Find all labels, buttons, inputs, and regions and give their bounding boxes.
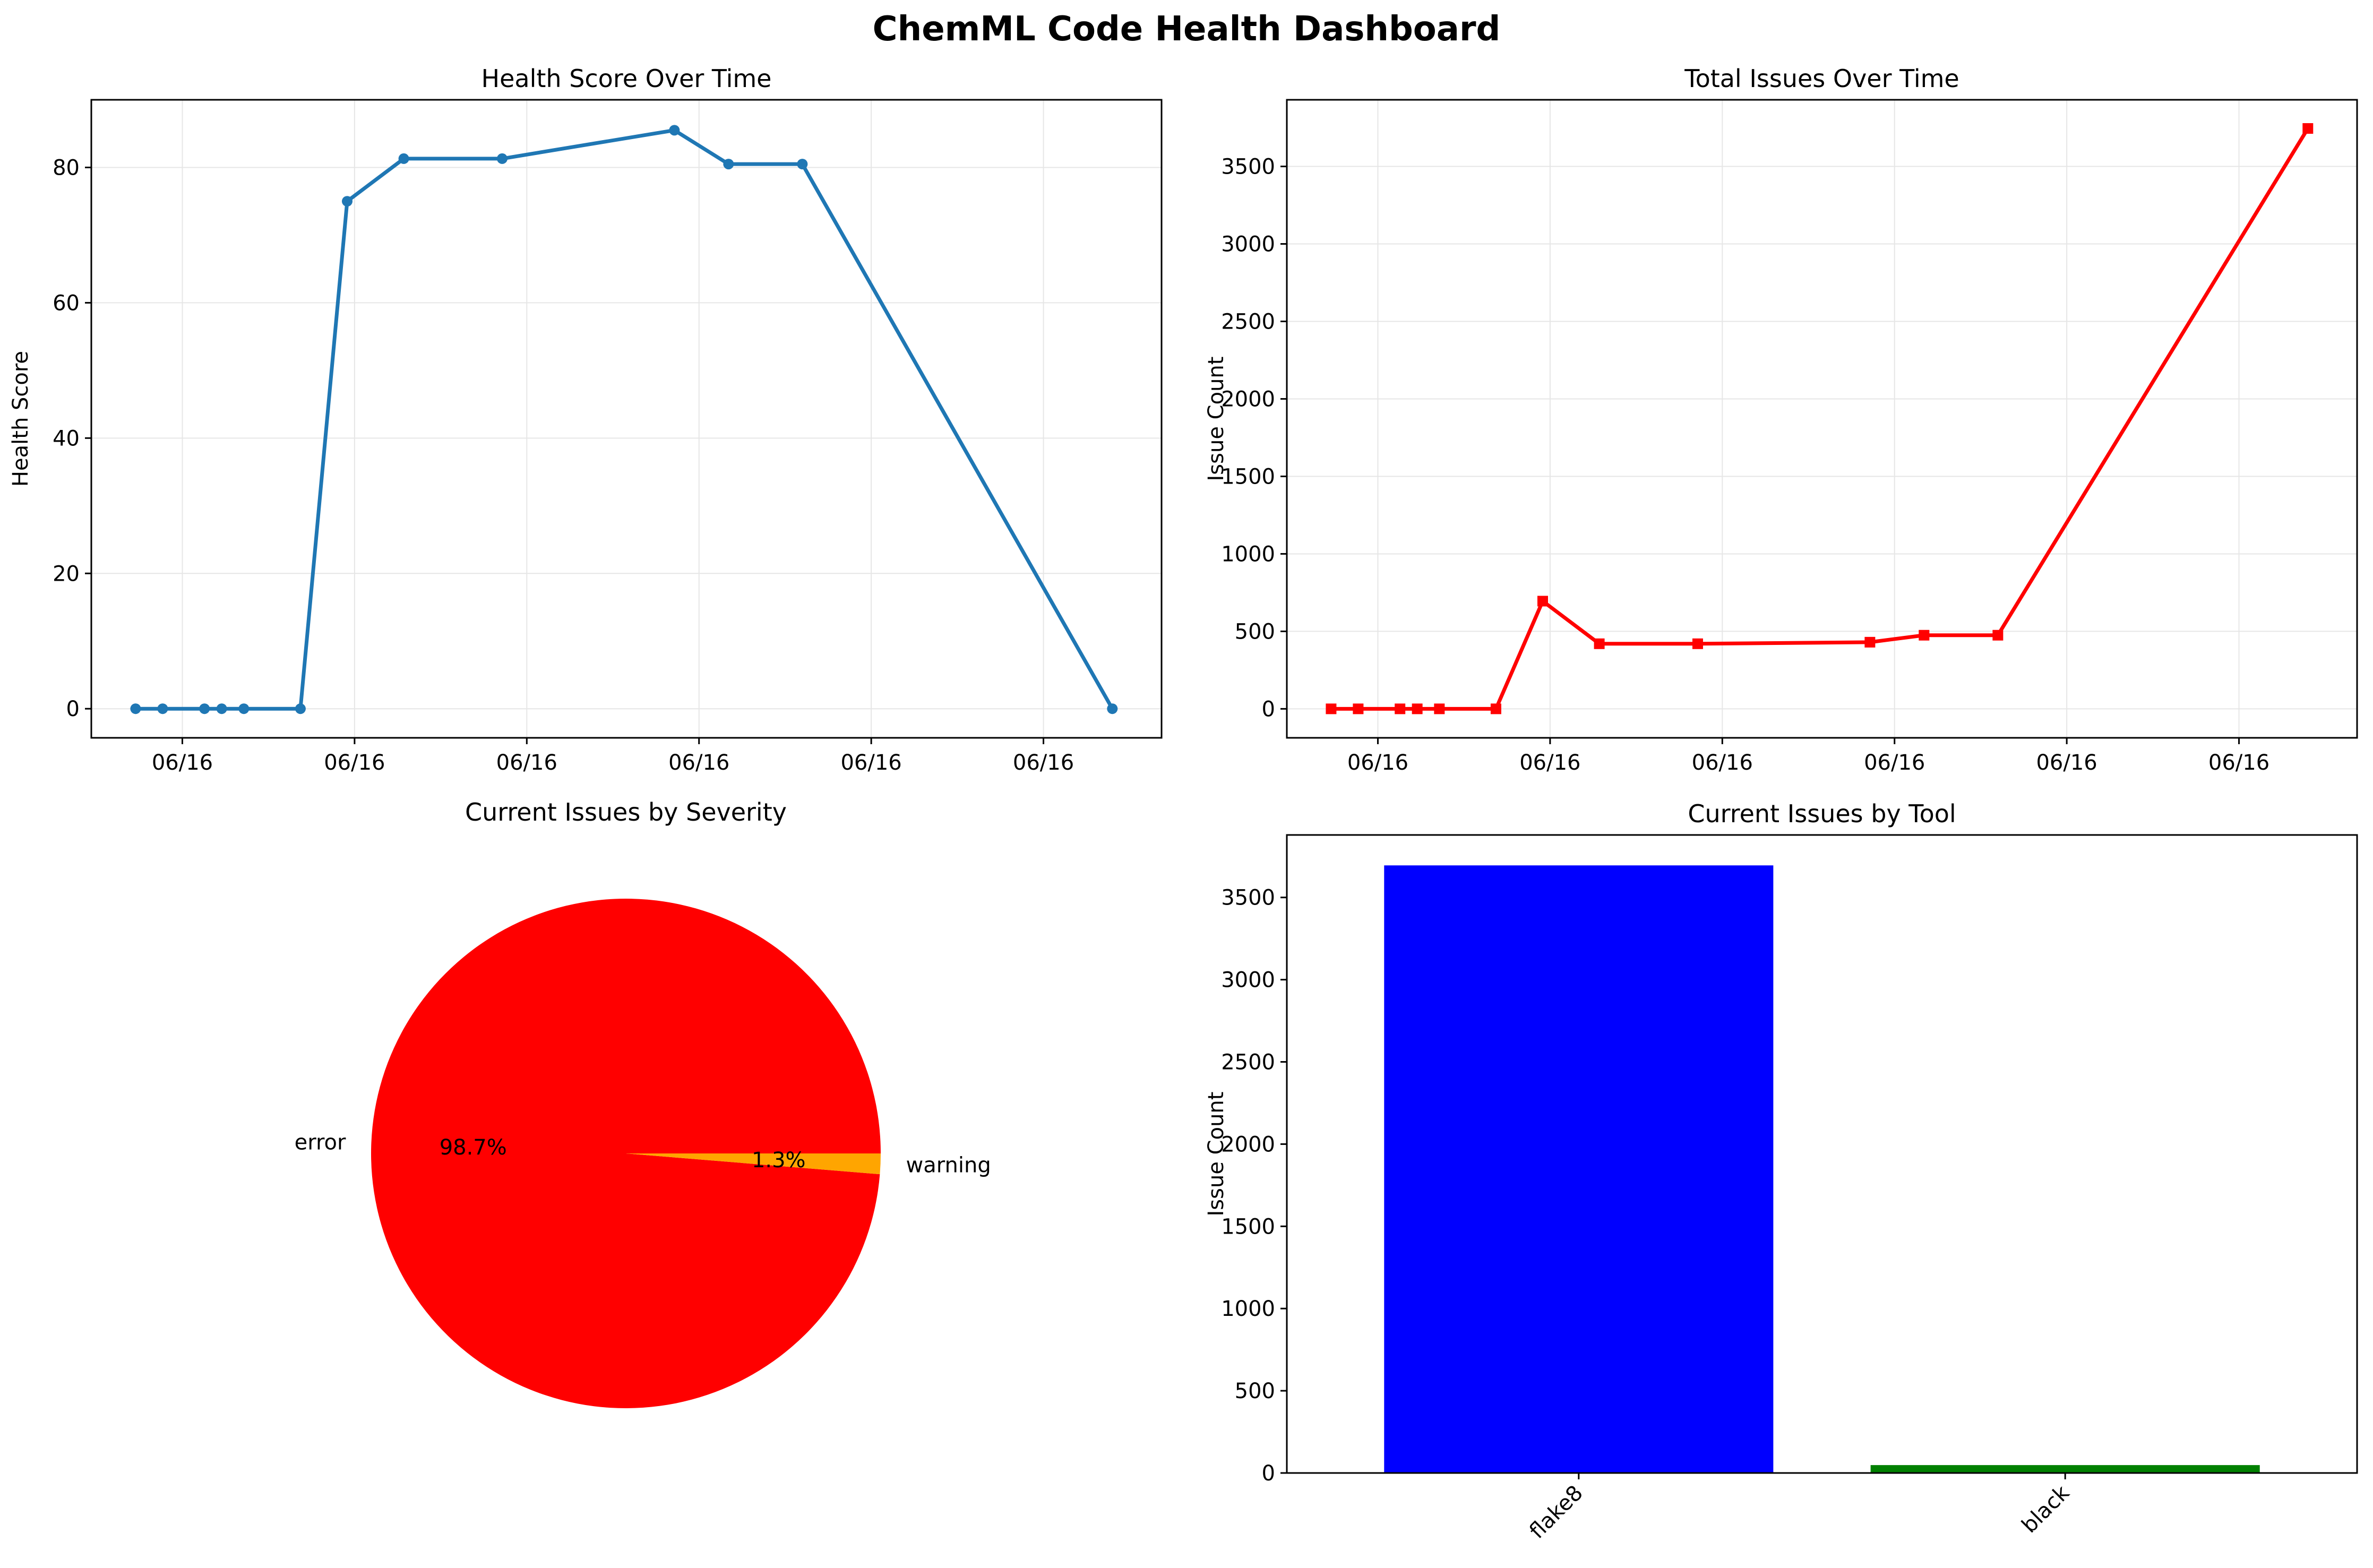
total-issues-ylabel: Issue Count bbox=[1204, 357, 1228, 481]
total-issues-point bbox=[1395, 703, 1406, 714]
health-score-x-tick-label: 06/16 bbox=[1013, 751, 1074, 775]
total-issues-point bbox=[1434, 703, 1445, 714]
pie-slice-error bbox=[371, 899, 881, 1409]
health-score-x-tick-label: 06/16 bbox=[152, 751, 213, 775]
total-issues-y-tick-label: 2500 bbox=[1221, 310, 1275, 334]
health-score-x-tick-label: 06/16 bbox=[496, 751, 557, 775]
total-issues-x-tick-label: 06/16 bbox=[1347, 751, 1408, 775]
health-score-x-tick-label: 06/16 bbox=[668, 751, 729, 775]
health-score-x-tick-label: 06/16 bbox=[324, 751, 385, 775]
tool-bar-axes-frame bbox=[1286, 834, 2358, 1474]
total-issues-y-tick-label: 1500 bbox=[1221, 464, 1275, 489]
total-issues-point bbox=[1992, 630, 2004, 641]
health-score-series bbox=[130, 125, 1118, 714]
total-issues-point bbox=[1864, 636, 1876, 648]
severity-pie-title: Current Issues by Severity bbox=[465, 798, 787, 826]
tool-bar-y-tick-label: 500 bbox=[1235, 1379, 1275, 1403]
total-issues-y-tick-label: 3500 bbox=[1221, 155, 1275, 179]
health-score-point bbox=[1107, 703, 1118, 714]
pie-label-warning: warning bbox=[906, 1153, 991, 1178]
tool-bar-y-tick-label: 2500 bbox=[1221, 1050, 1275, 1075]
health-score-y-tick-label: 20 bbox=[53, 562, 80, 586]
pie-percent-warning: 1.3% bbox=[752, 1148, 806, 1173]
health-score-point bbox=[216, 703, 227, 714]
total-issues-point bbox=[1326, 703, 1337, 714]
tool-bars bbox=[1384, 865, 2260, 1473]
pie-slice-warning bbox=[626, 1153, 881, 1175]
total-issues-point bbox=[1412, 703, 1423, 714]
total-issues-chart: 06/16 06/16 06/16 06/16 06/16 06/16 0 500 1000 15… bbox=[1204, 64, 2358, 775]
tool-bar-y-tick-label: 3000 bbox=[1221, 968, 1275, 993]
total-issues-y-tick-label: 2000 bbox=[1221, 387, 1275, 411]
bar-flake8 bbox=[1384, 865, 1774, 1473]
health-score-point bbox=[341, 196, 352, 207]
tool-bar-y-tick-label: 2000 bbox=[1221, 1132, 1275, 1157]
total-issues-ticks: 06/16 06/16 06/16 06/16 06/16 06/16 0 500 1000 15… bbox=[1221, 155, 2269, 775]
severity-pie-labels: error 98.7% warning 1.3% bbox=[295, 1130, 991, 1177]
severity-pie-slices bbox=[371, 899, 881, 1409]
health-score-title: Health Score Over Time bbox=[482, 64, 772, 93]
total-issues-x-tick-label: 06/16 bbox=[2036, 751, 2097, 775]
total-issues-point bbox=[1353, 703, 1364, 714]
total-issues-axes-frame bbox=[1286, 99, 2358, 739]
tool-bar-title: Current Issues by Tool bbox=[1688, 799, 1956, 828]
bar-black bbox=[1870, 1465, 2260, 1473]
tool-bar-y-tick-label: 3500 bbox=[1221, 886, 1275, 910]
total-issues-point bbox=[1490, 703, 1501, 714]
tool-bar-y-tick-label: 0 bbox=[1262, 1461, 1275, 1486]
health-score-y-tick-label: 80 bbox=[53, 156, 80, 180]
tool-bar-y-tick-label: 1000 bbox=[1221, 1297, 1275, 1321]
tool-bar-chart: flake8 black0500100015002000250030003500 … bbox=[1204, 799, 2358, 1544]
total-issues-y-tick-label: 1000 bbox=[1221, 542, 1275, 566]
total-issues-title: Total Issues Over Time bbox=[1684, 64, 1959, 93]
total-issues-grid bbox=[1287, 100, 2357, 738]
total-issues-y-tick-label: 3000 bbox=[1221, 232, 1275, 257]
tool-bar-y-tick-label: 1500 bbox=[1221, 1214, 1275, 1239]
health-score-ticks: 06/16 06/16 06/16 06/16 06/16 06/16 0 20 40 60 80 bbox=[53, 156, 1074, 775]
health-score-point bbox=[199, 703, 210, 714]
health-score-x-tick-label: 06/16 bbox=[840, 751, 901, 775]
health-score-point bbox=[398, 153, 409, 164]
health-score-axes-frame bbox=[90, 99, 1163, 739]
health-score-y-tick-label: 60 bbox=[53, 291, 80, 315]
total-issues-x-tick-label: 06/16 bbox=[2208, 751, 2269, 775]
total-issues-point bbox=[2302, 123, 2314, 134]
tool-bar-ylabel: Issue Count bbox=[1204, 1092, 1228, 1217]
health-score-point bbox=[723, 159, 734, 170]
total-issues-point bbox=[1594, 638, 1605, 649]
health-score-y-tick-label: 40 bbox=[53, 426, 80, 451]
total-issues-series bbox=[1326, 123, 2314, 714]
health-score-point bbox=[797, 159, 808, 170]
total-issues-point bbox=[1919, 630, 1930, 641]
severity-pie-chart: Current Issues by Severity error 98.7% war… bbox=[295, 798, 991, 1409]
health-score-point bbox=[238, 703, 250, 714]
health-score-point bbox=[496, 153, 508, 164]
health-score-ylabel: Health Score bbox=[8, 351, 33, 487]
pie-label-error: error bbox=[295, 1130, 346, 1155]
total-issues-y-tick-label: 0 bbox=[1262, 697, 1275, 721]
total-issues-x-tick-label: 06/16 bbox=[1519, 751, 1580, 775]
total-issues-x-tick-label: 06/16 bbox=[1692, 751, 1753, 775]
health-score-point bbox=[130, 703, 141, 714]
total-issues-x-tick-label: 06/16 bbox=[1864, 751, 1925, 775]
total-issues-y-tick-label: 500 bbox=[1235, 619, 1275, 644]
health-score-y-tick-label: 0 bbox=[66, 697, 80, 721]
pie-percent-error: 98.7% bbox=[440, 1135, 507, 1160]
health-score-point bbox=[157, 703, 168, 714]
health-score-chart: 06/16 06/16 06/16 06/16 06/16 06/16020406080 … bbox=[8, 64, 1163, 775]
health-score-point bbox=[669, 125, 680, 136]
total-issues-point bbox=[1537, 596, 1548, 607]
health-score-point bbox=[295, 703, 306, 714]
dashboard-title: ChemML Code Health Dashboard bbox=[873, 10, 1501, 49]
total-issues-point bbox=[1692, 638, 1703, 649]
